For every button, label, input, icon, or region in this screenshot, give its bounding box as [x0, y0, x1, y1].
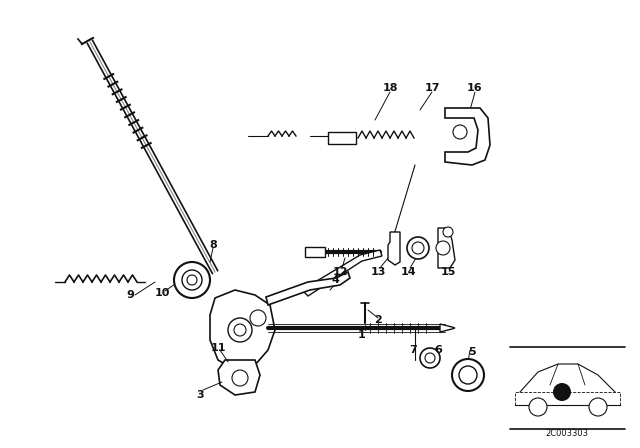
Circle shape [174, 262, 210, 298]
Circle shape [187, 275, 197, 285]
Text: 13: 13 [371, 267, 386, 277]
Circle shape [529, 398, 547, 416]
Text: 5: 5 [468, 347, 476, 357]
Circle shape [420, 348, 440, 368]
Polygon shape [388, 232, 400, 265]
Polygon shape [218, 360, 260, 395]
Text: 2: 2 [374, 315, 382, 325]
Circle shape [436, 241, 450, 255]
Text: 2C003303: 2C003303 [545, 428, 589, 438]
Text: 4: 4 [331, 275, 339, 285]
Circle shape [459, 366, 477, 384]
Circle shape [234, 324, 246, 336]
Circle shape [589, 398, 607, 416]
Text: 3: 3 [196, 390, 204, 400]
Circle shape [182, 270, 202, 290]
Text: 12: 12 [332, 267, 348, 277]
Text: 17: 17 [424, 83, 440, 93]
Circle shape [553, 383, 571, 401]
Polygon shape [210, 290, 275, 370]
Bar [305, 247, 325, 257]
Polygon shape [438, 228, 455, 268]
Polygon shape [445, 108, 490, 165]
Circle shape [425, 353, 435, 363]
Circle shape [443, 227, 453, 237]
Text: 9: 9 [126, 290, 134, 300]
Text: 6: 6 [434, 345, 442, 355]
Circle shape [453, 125, 467, 139]
Text: 10: 10 [154, 288, 170, 298]
Text: 16: 16 [467, 83, 483, 93]
Circle shape [232, 370, 248, 386]
Text: 14: 14 [400, 267, 416, 277]
Text: 15: 15 [440, 267, 456, 277]
Text: 11: 11 [211, 343, 226, 353]
Circle shape [452, 359, 484, 391]
Circle shape [412, 242, 424, 254]
Polygon shape [440, 324, 455, 332]
Bar [328, 132, 356, 144]
Polygon shape [266, 272, 350, 305]
Polygon shape [302, 250, 382, 296]
Text: 7: 7 [409, 345, 417, 355]
Circle shape [250, 310, 266, 326]
Text: 1: 1 [358, 330, 366, 340]
Text: 8: 8 [209, 240, 217, 250]
Circle shape [407, 237, 429, 259]
Text: 18: 18 [382, 83, 397, 93]
Circle shape [228, 318, 252, 342]
